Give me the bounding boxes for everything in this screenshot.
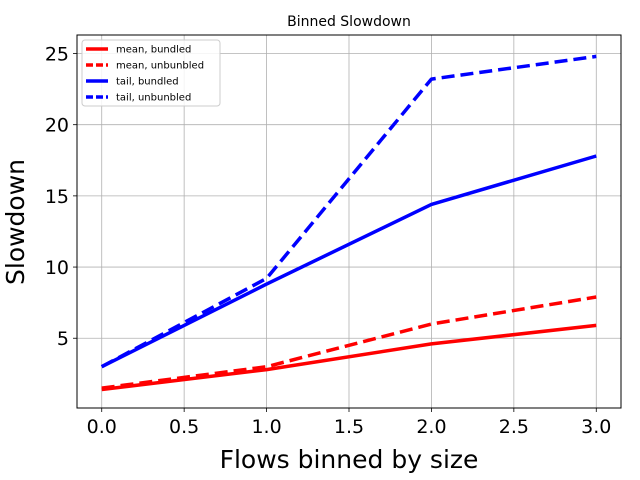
y-tick-label: 10 xyxy=(45,257,69,279)
series-line-mean-unbunbled xyxy=(101,295,597,390)
legend: mean, bundled mean, unbunbled tail, bundle… xyxy=(81,39,221,107)
y-tick-label: 15 xyxy=(45,186,69,208)
series-layer xyxy=(100,54,597,392)
legend-label: tail, unbunbled xyxy=(116,93,191,104)
x-tick-label: 3.0 xyxy=(581,416,611,438)
legend-box xyxy=(81,39,221,107)
ticks: 0.0 0.5 1.0 1.5 2.0 2.5 3.0 5 10 15 20 25 xyxy=(45,44,612,438)
x-tick-label: 2.5 xyxy=(499,416,529,438)
y-axis-label: Slowdown xyxy=(1,159,30,285)
series-line-mean-bundled xyxy=(101,323,597,392)
series-line-tail-unbunbled xyxy=(100,54,597,369)
x-tick-label: 1.0 xyxy=(251,416,281,438)
y-tick-label: 25 xyxy=(45,44,69,66)
x-tick-label: 2.0 xyxy=(416,416,446,438)
y-tick-label: 5 xyxy=(57,328,69,350)
x-tick-label: 1.5 xyxy=(334,416,364,438)
chart-title: Binned Slowdown xyxy=(287,14,411,30)
legend-label: mean, unbunbled xyxy=(116,61,204,72)
y-tick-label: 20 xyxy=(45,115,69,137)
x-tick-label: 0.0 xyxy=(87,416,117,438)
legend-label: mean, bundled xyxy=(116,45,191,56)
x-tick-label: 0.5 xyxy=(169,416,199,438)
legend-label: tail, bundled xyxy=(116,77,179,88)
x-axis-label: Flows binned by size xyxy=(220,445,479,474)
grid xyxy=(77,35,621,408)
series-line-tail-bundled xyxy=(100,154,597,369)
